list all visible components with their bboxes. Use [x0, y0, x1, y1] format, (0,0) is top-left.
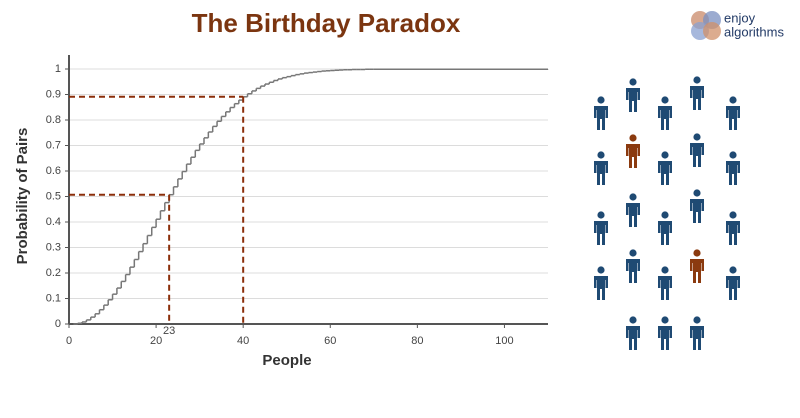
person-icon [658, 316, 672, 350]
person-head [693, 249, 701, 257]
person-head [597, 211, 605, 219]
person-icon [726, 151, 740, 185]
person-head [729, 151, 737, 159]
person-icon [658, 211, 672, 245]
person-head [597, 151, 605, 159]
y-tick-label: 0.8 [46, 114, 61, 126]
person-icon [658, 96, 672, 130]
y-tick-label: 0.6 [46, 165, 61, 177]
person-icon [626, 316, 640, 350]
person-icon [690, 189, 704, 223]
x-tick-label: 80 [411, 335, 423, 347]
person-head [661, 316, 669, 324]
person-body [626, 203, 640, 227]
person-body [690, 199, 704, 223]
annotation-label: 23 [163, 325, 175, 337]
person-body [726, 221, 740, 245]
person-body [658, 161, 672, 185]
person-body [658, 106, 672, 130]
person-body [594, 161, 608, 185]
y-tick-label: 0.1 [46, 292, 61, 304]
person-icon [726, 266, 740, 300]
x-tick-label: 60 [324, 335, 336, 347]
person-body [690, 86, 704, 110]
person-body [626, 326, 640, 350]
person-head [629, 193, 637, 201]
person-head [629, 78, 637, 86]
logo-dot [703, 22, 721, 40]
person-body [726, 276, 740, 300]
x-tick-label: 0 [66, 335, 72, 347]
person-head [693, 189, 701, 197]
person-head [629, 134, 637, 142]
person-head [661, 151, 669, 159]
person-icon [626, 78, 640, 112]
person-icon [594, 151, 608, 185]
person-body [726, 106, 740, 130]
person-icon [626, 134, 640, 168]
y-tick-label: 0.2 [46, 267, 61, 279]
person-icon [626, 193, 640, 227]
person-head [729, 211, 737, 219]
person-head [693, 76, 701, 84]
x-tick-label: 40 [237, 335, 249, 347]
person-body [626, 88, 640, 112]
people-icons [594, 76, 740, 350]
person-body [690, 326, 704, 350]
y-tick-label: 0.7 [46, 139, 61, 151]
y-tick-label: 0.9 [46, 88, 61, 100]
person-icon [690, 249, 704, 283]
x-tick-label: 20 [150, 335, 162, 347]
y-tick-label: 0.4 [46, 216, 61, 228]
y-axis-label: Probability of Pairs [14, 128, 31, 265]
chart-title: The Birthday Paradox [192, 8, 461, 38]
y-tick-label: 1 [55, 63, 61, 75]
person-icon [726, 211, 740, 245]
person-icon [594, 266, 608, 300]
person-head [597, 266, 605, 274]
person-head [661, 96, 669, 104]
person-head [661, 211, 669, 219]
person-icon [690, 76, 704, 110]
y-tick-label: 0.3 [46, 241, 61, 253]
person-head [629, 249, 637, 257]
person-icon [726, 96, 740, 130]
person-icon [626, 249, 640, 283]
y-tick-label: 0.5 [46, 190, 61, 202]
person-head [693, 133, 701, 141]
person-head [661, 266, 669, 274]
person-icon [690, 316, 704, 350]
person-head [729, 96, 737, 104]
logo-text: enjoy [724, 10, 756, 25]
person-body [594, 221, 608, 245]
x-tick-label: 100 [495, 335, 513, 347]
person-body [658, 276, 672, 300]
person-body [726, 161, 740, 185]
logo: enjoy algorithms [691, 10, 784, 40]
person-body [690, 259, 704, 283]
person-body [658, 221, 672, 245]
person-body [626, 259, 640, 283]
person-head [729, 266, 737, 274]
person-icon [690, 133, 704, 167]
person-body [626, 144, 640, 168]
person-icon [594, 211, 608, 245]
x-axis-label: People [262, 352, 311, 369]
person-icon [658, 151, 672, 185]
person-body [690, 143, 704, 167]
person-head [693, 316, 701, 324]
person-body [658, 326, 672, 350]
logo-text: algorithms [724, 24, 784, 39]
person-icon [658, 266, 672, 300]
person-head [597, 96, 605, 104]
person-body [594, 276, 608, 300]
person-icon [594, 96, 608, 130]
person-body [594, 106, 608, 130]
person-head [629, 316, 637, 324]
y-tick-label: 0 [55, 318, 61, 330]
